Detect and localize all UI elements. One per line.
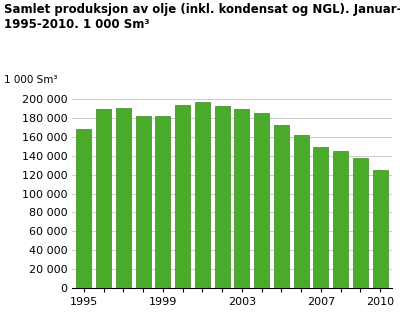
- Bar: [254, 113, 269, 288]
- Bar: [314, 147, 328, 288]
- Bar: [136, 116, 150, 288]
- Bar: [234, 109, 249, 288]
- Bar: [333, 151, 348, 288]
- Text: 1 000 Sm³: 1 000 Sm³: [4, 75, 58, 85]
- Bar: [116, 108, 131, 288]
- Bar: [353, 158, 368, 288]
- Bar: [274, 124, 289, 288]
- Bar: [195, 102, 210, 288]
- Bar: [175, 105, 190, 288]
- Bar: [294, 135, 308, 288]
- Bar: [215, 106, 230, 288]
- Bar: [373, 170, 388, 288]
- Bar: [96, 109, 111, 288]
- Bar: [156, 116, 170, 288]
- Bar: [76, 129, 91, 288]
- Text: Samlet produksjon av olje (inkl. kondensat og NGL). Januar-desember
1995-2010. 1: Samlet produksjon av olje (inkl. kondens…: [4, 3, 400, 31]
